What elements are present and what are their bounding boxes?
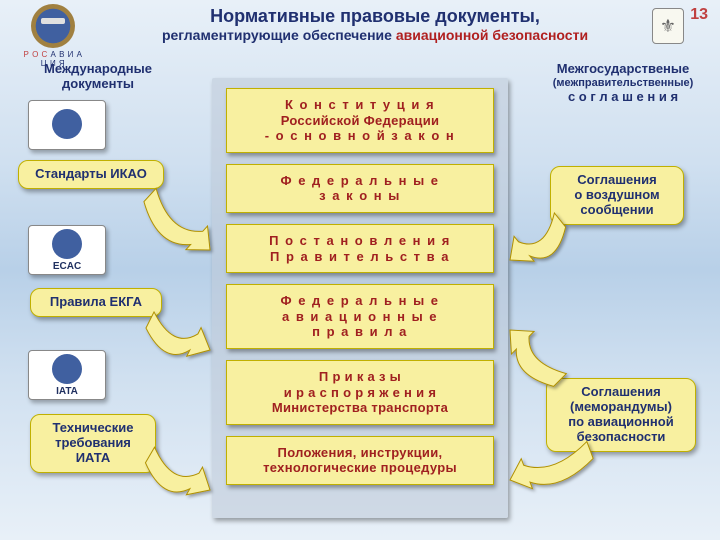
arrow-0 <box>144 188 210 250</box>
iata-logo-icon <box>52 354 82 384</box>
page-number: 13 <box>690 6 708 24</box>
title-main: Нормативные правовые документы, <box>110 6 640 27</box>
right-box-0: Соглашенияо воздушномсообщении <box>550 166 684 225</box>
center-box-4: П р и к а з ыи р а с п о р я ж е н и яМи… <box>226 360 494 425</box>
rosaviatsia-logo: Р О С А В И А Ц И Я <box>20 4 86 68</box>
left-column-header: Международные документы <box>28 62 168 92</box>
icao-logo-icon <box>52 109 82 139</box>
center-panel: К о н с т и т у ц и яРоссийской Федераци… <box>212 78 508 518</box>
center-box-2: П о с т а н о в л е н и яП р а в и т е л… <box>226 224 494 273</box>
right-box-1: Соглашения(меморандумы)по авиационнойбез… <box>546 378 696 452</box>
rosaviatsia-emblem-icon <box>31 4 75 48</box>
right-column-header: Межгосударственые (межправительственные)… <box>538 62 708 105</box>
left-box-1: Правила ЕКГА <box>30 288 162 317</box>
center-box-1: Ф е д е р а л ь н ы ез а к о н ы <box>226 164 494 213</box>
title-sub: регламентирующие обеспечение авиационной… <box>110 27 640 43</box>
left-box-0: Стандарты ИКАО <box>18 160 164 189</box>
arrow-1 <box>146 312 210 356</box>
page-title: Нормативные правовые документы, регламен… <box>110 6 640 43</box>
center-box-0: К о н с т и т у ц и яРоссийской Федераци… <box>226 88 494 153</box>
iata-logo: IATA <box>28 350 106 400</box>
center-box-3: Ф е д е р а л ь н ы еа в и а ц и о н н ы… <box>226 284 494 349</box>
center-box-5: Положения, инструкции,технологические пр… <box>226 436 494 485</box>
ecac-logo: ECAC <box>28 225 106 275</box>
icao-logo <box>28 100 106 150</box>
crest-icon: ⚜ <box>652 8 684 44</box>
left-box-2: ТехническиетребованияИАТА <box>30 414 156 473</box>
ecac-logo-icon <box>52 229 82 259</box>
